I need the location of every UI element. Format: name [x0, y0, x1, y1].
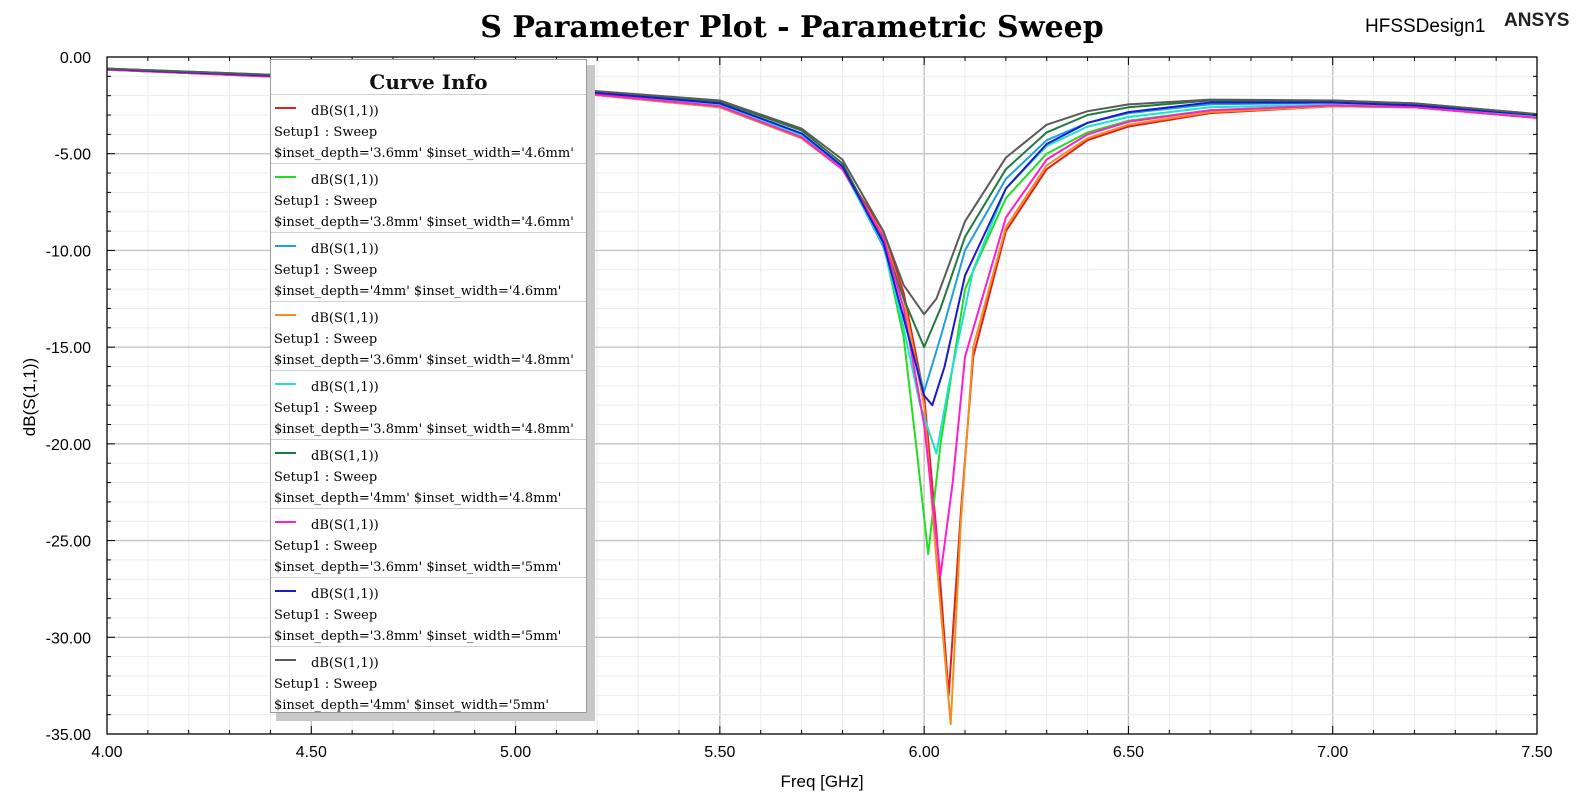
y-tick-label: -5.00 [55, 147, 92, 164]
legend-entry-4[interactable]: dB(S(1,1)) Setup1 : Sweep $inset_depth='3.… [271, 302, 586, 371]
legend-params: $inset_depth='3.6mm' $inset_width='4.8mm… [274, 353, 574, 368]
legend-entry-3[interactable]: dB(S(1,1)) Setup1 : Sweep $inset_depth='4m… [271, 233, 586, 302]
legend-swatch [275, 245, 296, 247]
legend-series-name: dB(S(1,1)) [311, 587, 379, 602]
series-line-7[interactable] [106, 68, 1538, 577]
x-tick-label: 4.00 [91, 744, 122, 761]
y-tick-label: 0.00 [60, 50, 91, 67]
legend-swatch [275, 590, 296, 592]
axis-tick-labels: 4.00 4.50 5.00 5.50 6.00 6.50 7.00 7.50 0.00 -5.0… [46, 50, 1553, 761]
y-tick-label: -15.00 [46, 340, 91, 357]
x-tick-label: 5.00 [500, 744, 531, 761]
x-axis-label: Freq [GHz] [780, 772, 864, 791]
legend[interactable]: Curve Info dB(S(1,1)) Setup1 : Sweep $inse… [270, 59, 587, 713]
legend-setup: Setup1 : Sweep [274, 677, 378, 692]
legend-series-name: dB(S(1,1)) [311, 104, 379, 119]
legend-swatch [275, 383, 296, 385]
series-line-5[interactable] [106, 68, 1538, 455]
x-tick-label: 6.50 [1113, 744, 1144, 761]
y-tick-label: -10.00 [46, 243, 91, 260]
brand-logo: ANSYS [1504, 10, 1570, 31]
x-tick-label: 4.50 [296, 744, 327, 761]
legend-setup: Setup1 : Sweep [274, 194, 378, 209]
legend-swatch [275, 176, 296, 178]
legend-series-name: dB(S(1,1)) [311, 311, 379, 326]
legend-setup: Setup1 : Sweep [274, 125, 378, 140]
x-tick-label: 7.00 [1317, 744, 1348, 761]
legend-entry-7[interactable]: dB(S(1,1)) Setup1 : Sweep $inset_depth='3.… [271, 509, 586, 578]
legend-setup: Setup1 : Sweep [274, 470, 378, 485]
legend-params: $inset_depth='3.8mm' $inset_width='4.6mm… [274, 215, 574, 230]
y-tick-label: -30.00 [46, 630, 91, 647]
legend-entry-6[interactable]: dB(S(1,1)) Setup1 : Sweep $inset_depth='4m… [271, 440, 586, 509]
legend-setup: Setup1 : Sweep [274, 263, 378, 278]
x-tick-label: 5.50 [704, 744, 735, 761]
design-name: HFSSDesign1 [1365, 16, 1486, 37]
legend-setup: Setup1 : Sweep [274, 539, 378, 554]
legend-series-name: dB(S(1,1)) [311, 656, 379, 671]
y-tick-label: -35.00 [46, 727, 91, 744]
legend-title: Curve Info [271, 60, 586, 95]
legend-series-name: dB(S(1,1)) [311, 518, 379, 533]
legend-swatch [275, 314, 296, 316]
legend-params: $inset_depth='4mm' $inset_width='4.8mm' [274, 491, 562, 506]
legend-setup: Setup1 : Sweep [274, 401, 378, 416]
series-line-8[interactable] [106, 68, 1538, 407]
axis-ticks [106, 56, 1538, 735]
x-tick-label: 6.00 [909, 744, 940, 761]
legend-series-name: dB(S(1,1)) [311, 449, 379, 464]
legend-params: $inset_depth='3.8mm' $inset_width='5mm' [274, 629, 562, 644]
legend-params: $inset_depth='4mm' $inset_width='4.6mm' [274, 284, 562, 299]
y-axis-label: dB(S(1,1)) [20, 357, 39, 437]
legend-setup: Setup1 : Sweep [274, 608, 378, 623]
plot-frame [106, 56, 1538, 735]
x-tick-label: 7.50 [1521, 744, 1552, 761]
y-tick-label: -25.00 [46, 534, 91, 551]
chart-title: S Parameter Plot - Parametric Sweep [480, 10, 1104, 45]
legend-params: $inset_depth='3.8mm' $inset_width='4.8mm… [274, 422, 574, 437]
legend-swatch [275, 452, 296, 454]
legend-series-name: dB(S(1,1)) [311, 380, 379, 395]
legend-swatch [275, 521, 296, 523]
legend-entry-2[interactable]: dB(S(1,1)) Setup1 : Sweep $inset_depth='3.… [271, 164, 586, 233]
legend-entry-9[interactable]: dB(S(1,1)) Setup1 : Sweep $inset_depth='4m… [271, 647, 586, 713]
legend-params: $inset_depth='3.6mm' $inset_width='5mm' [274, 560, 562, 575]
y-tick-label: -20.00 [46, 437, 91, 454]
legend-setup: Setup1 : Sweep [274, 332, 378, 347]
series-layer [106, 67, 1538, 726]
legend-params: $inset_depth='4mm' $inset_width='5mm' [274, 698, 549, 713]
legend-swatch [275, 107, 296, 109]
legend-series-name: dB(S(1,1)) [311, 242, 379, 257]
legend-entry-1[interactable]: dB(S(1,1)) Setup1 : Sweep $inset_depth='3.… [271, 95, 586, 164]
legend-series-name: dB(S(1,1)) [311, 173, 379, 188]
legend-swatch [275, 659, 296, 661]
legend-entry-5[interactable]: dB(S(1,1)) Setup1 : Sweep $inset_depth='3.… [271, 371, 586, 440]
legend-entry-8[interactable]: dB(S(1,1)) Setup1 : Sweep $inset_depth='3.… [271, 578, 586, 647]
legend-params: $inset_depth='3.6mm' $inset_width='4.6mm… [274, 146, 574, 161]
series-line-9[interactable] [106, 67, 1538, 316]
